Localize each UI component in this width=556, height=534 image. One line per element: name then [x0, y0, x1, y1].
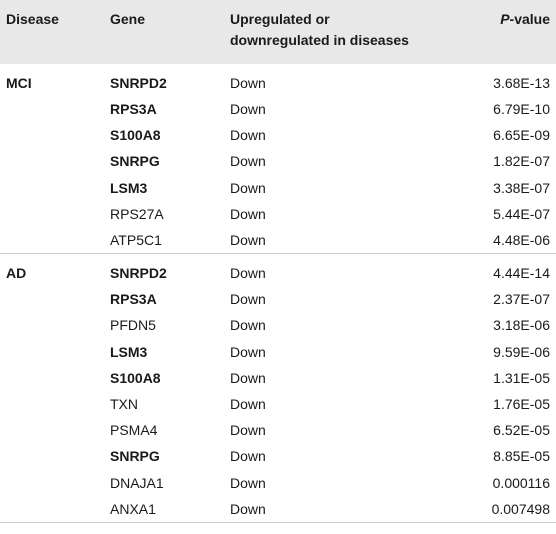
cell-pvalue: 6.79E-10 [493, 101, 550, 118]
cell-regulation: Down [230, 395, 266, 412]
cell-gene: RPS27A [110, 205, 164, 222]
cell-regulation: Down [230, 265, 266, 282]
header-regulation: Upregulated or downregulated in diseases [226, 0, 440, 64]
cell-disease [0, 122, 106, 148]
cell-pvalue: 4.44E-14 [493, 265, 550, 282]
cell-gene: LSM3 [110, 179, 148, 196]
cell-pvalue: 8.85E-05 [493, 448, 550, 465]
header-gene: Gene [110, 11, 146, 27]
cell-pvalue: 1.82E-07 [493, 153, 550, 170]
cell-gene: LSM3 [110, 343, 148, 360]
cell-pvalue: 3.18E-06 [493, 317, 550, 334]
cell-gene: PFDN5 [110, 317, 156, 334]
header-disease: Disease [6, 11, 59, 27]
table-row: DNAJA1 Down 0.000116 [0, 469, 556, 495]
cell-disease [0, 391, 106, 417]
cell-regulation: Down [230, 75, 266, 91]
header-regulation-line2: downregulated in diseases [230, 32, 409, 48]
table-row: SNRPG Down 8.85E-05 [0, 443, 556, 469]
header-regulation-line1: Upregulated or [230, 11, 330, 27]
table-row: LSM3 Down 3.38E-07 [0, 175, 556, 201]
table-row: PSMA4 Down 6.52E-05 [0, 417, 556, 443]
cell-regulation: Down [230, 474, 266, 491]
cell-regulation: Down [230, 317, 266, 334]
header-pvalue-italic: P [500, 11, 510, 27]
header-row: Disease Gene Upregulated or downregulate… [0, 0, 556, 64]
cell-pvalue: 2.37E-07 [493, 291, 550, 308]
cell-disease [0, 96, 106, 122]
table-row: TXN Down 1.76E-05 [0, 391, 556, 417]
cell-regulation: Down [230, 127, 266, 144]
cell-pvalue: 1.76E-05 [493, 395, 550, 412]
cell-gene: S100A8 [110, 369, 161, 386]
table-row: ATP5C1 Down 4.48E-06 [0, 226, 556, 255]
header-pvalue: P-value [440, 0, 556, 64]
cell-disease [0, 443, 106, 469]
cell-regulation: Down [230, 179, 266, 196]
cell-disease [0, 201, 106, 227]
cell-pvalue: 0.000116 [492, 474, 550, 491]
table-row: S100A8 Down 6.65E-09 [0, 122, 556, 148]
cell-disease [0, 148, 106, 174]
table-row: MCI SNRPD2 Down 3.68E-13 [0, 64, 556, 96]
cell-gene: SNRPG [110, 448, 160, 465]
cell-regulation: Down [230, 205, 266, 222]
table-row: LSM3 Down 9.59E-06 [0, 339, 556, 365]
cell-disease [0, 365, 106, 391]
cell-gene: DNAJA1 [110, 474, 164, 491]
cell-disease [0, 339, 106, 365]
cell-gene: TXN [110, 395, 138, 412]
cell-gene: SNRPD2 [110, 75, 167, 91]
header-pvalue-rest: -value [509, 11, 550, 27]
cell-gene: ATP5C1 [106, 226, 226, 255]
cell-disease [0, 286, 106, 312]
cell-gene: ANXA1 [106, 495, 226, 523]
table-body: MCI SNRPD2 Down 3.68E-13 RPS3A Down 6.79E-10 S1… [0, 64, 556, 523]
table-row: RPS3A Down 6.79E-10 [0, 96, 556, 122]
cell-disease: MCI [6, 75, 32, 91]
cell-regulation: Down [230, 448, 266, 465]
table-row: AD SNRPD2 Down 4.44E-14 [0, 254, 556, 287]
cell-gene: S100A8 [110, 127, 161, 144]
cell-disease [0, 175, 106, 201]
cell-gene: SNRPD2 [110, 265, 167, 282]
cell-regulation: Down [230, 369, 266, 386]
cell-gene: RPS3A [110, 101, 157, 118]
cell-regulation: Down [230, 422, 266, 439]
cell-disease: AD [6, 265, 27, 282]
gene-expression-table: Disease Gene Upregulated or downregulate… [0, 0, 556, 523]
cell-pvalue: 9.59E-06 [493, 343, 550, 360]
table-header: Disease Gene Upregulated or downregulate… [0, 0, 556, 64]
cell-regulation: Down [230, 153, 266, 170]
cell-regulation: Down [230, 343, 266, 360]
cell-pvalue: 5.44E-07 [493, 205, 550, 222]
cell-disease [0, 312, 106, 338]
cell-regulation: Down [226, 495, 440, 523]
cell-pvalue: 3.68E-13 [493, 75, 550, 91]
cell-regulation: Down [230, 291, 266, 308]
cell-gene: SNRPG [110, 153, 160, 170]
cell-disease [0, 495, 106, 523]
cell-pvalue: 1.31E-05 [493, 369, 550, 386]
table-row: RPS3A Down 2.37E-07 [0, 286, 556, 312]
cell-pvalue: 4.48E-06 [440, 226, 556, 255]
cell-disease [0, 417, 106, 443]
table-row: S100A8 Down 1.31E-05 [0, 365, 556, 391]
cell-gene: RPS3A [110, 291, 157, 308]
cell-pvalue: 6.65E-09 [493, 127, 550, 144]
cell-regulation: Down [230, 101, 266, 118]
cell-disease [0, 469, 106, 495]
table-row: ANXA1 Down 0.007498 [0, 495, 556, 523]
cell-pvalue: 0.007498 [440, 495, 556, 523]
table-row: RPS27A Down 5.44E-07 [0, 201, 556, 227]
table-row: PFDN5 Down 3.18E-06 [0, 312, 556, 338]
cell-pvalue: 3.38E-07 [493, 179, 550, 196]
cell-pvalue: 6.52E-05 [493, 422, 550, 439]
cell-regulation: Down [226, 226, 440, 255]
cell-gene: PSMA4 [110, 422, 158, 439]
table-row: SNRPG Down 1.82E-07 [0, 148, 556, 174]
cell-disease [0, 226, 106, 255]
